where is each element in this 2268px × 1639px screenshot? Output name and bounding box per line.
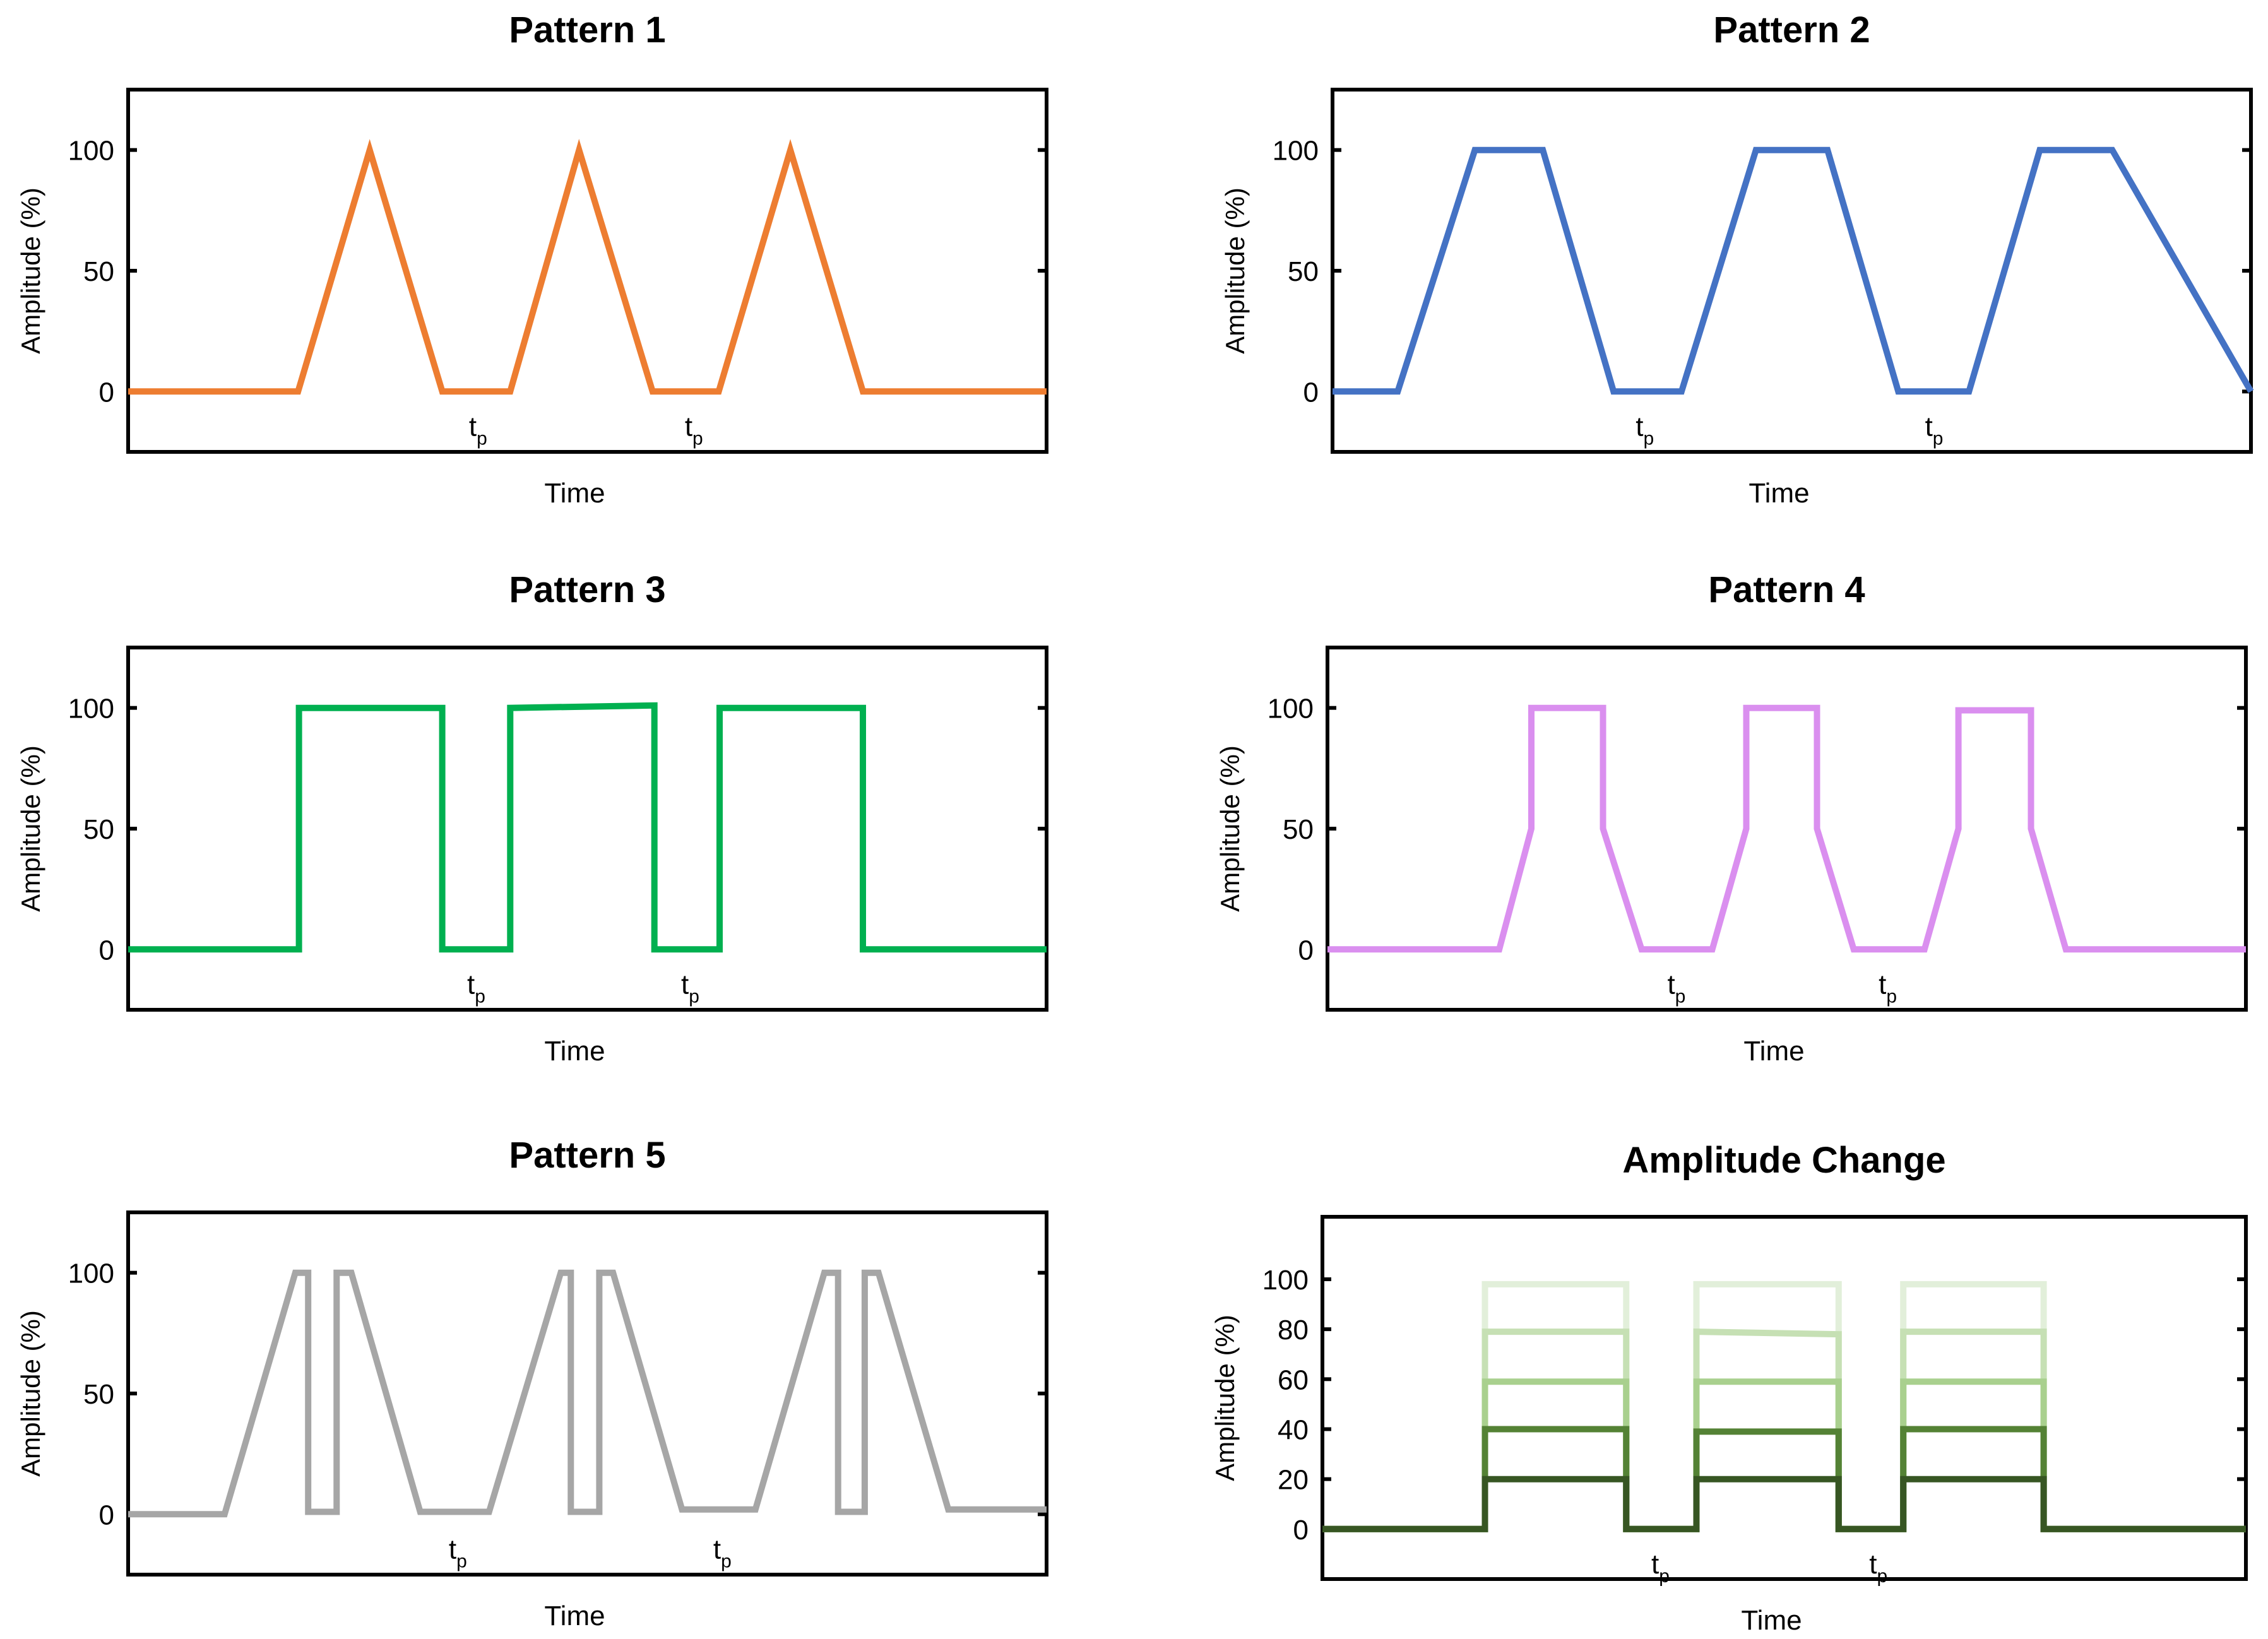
- y-tick-label: 0: [99, 935, 114, 966]
- tp-annotation: tp: [713, 1534, 732, 1571]
- x-axis-label: Time: [1743, 1036, 1804, 1067]
- chart-title: Pattern 1: [509, 9, 665, 50]
- y-axis-label: Amplitude (%): [16, 745, 45, 912]
- plot-frame: [1331, 88, 2253, 454]
- tp-annotation: tp: [1869, 1549, 1887, 1587]
- y-tick-label: 100: [1273, 136, 1319, 167]
- y-tick-label: 50: [1288, 256, 1319, 287]
- y-tick-label: 0: [1303, 377, 1319, 408]
- y-axis-label: Amplitude (%): [16, 187, 45, 354]
- tp-annotation: tp: [1651, 1549, 1670, 1587]
- series-line-3: [1322, 1378, 2246, 1532]
- series-line-1: [128, 1269, 1047, 1518]
- series-line-5: [1322, 1476, 2246, 1532]
- chart-panel-6: Amplitude Change 0 20 40 60 80 100 Time Amplitud…: [1210, 1140, 2248, 1636]
- tp-annotation: tp: [1667, 969, 1685, 1007]
- y-tick-label: 50: [83, 814, 114, 845]
- chart-title: Pattern 3: [509, 569, 665, 610]
- y-tick-label: 50: [83, 256, 114, 287]
- y-axis-label: Amplitude (%): [1220, 187, 1250, 354]
- y-tick-label: 50: [83, 1379, 114, 1410]
- y-tick-label: 100: [1262, 1265, 1309, 1296]
- chart-title: Pattern 5: [509, 1135, 665, 1176]
- x-axis-label: Time: [544, 1601, 605, 1631]
- x-axis-label: Time: [544, 478, 605, 509]
- tp-annotation: tp: [469, 411, 487, 449]
- chart-title: Pattern 2: [1713, 9, 1870, 50]
- series-line-2: [1322, 1328, 2246, 1532]
- series-line-1: [1327, 704, 2246, 953]
- y-tick-label: 0: [1298, 935, 1314, 966]
- y-tick-label: 60: [1278, 1364, 1309, 1395]
- plot-frame: [126, 88, 1048, 454]
- chart-panel-2: Pattern 2 0 50 100 Time Amplitude (%) tp tp: [1220, 9, 2254, 509]
- y-tick-label: 100: [1268, 694, 1314, 725]
- plot-frame: [126, 646, 1048, 1012]
- y-tick-label: 0: [1293, 1515, 1309, 1546]
- series-line-1: [1322, 1281, 2246, 1532]
- y-tick-label: 40: [1278, 1414, 1309, 1445]
- plot-frame: [126, 1210, 1048, 1577]
- x-axis-label: Time: [1741, 1605, 1802, 1636]
- y-tick-label: 0: [99, 377, 114, 408]
- chart-panel-3: Pattern 3 0 50 100 Time Amplitude (%) tp tp: [16, 569, 1048, 1067]
- chart-panel-5: Pattern 5 0 50 100 Time Amplitude (%) tp tp: [16, 1135, 1048, 1631]
- y-tick-label: 100: [68, 136, 114, 167]
- y-axis-label: Amplitude (%): [1210, 1315, 1240, 1481]
- tp-annotation: tp: [467, 969, 485, 1007]
- y-axis-label: Amplitude (%): [1215, 745, 1245, 912]
- y-axis-label: Amplitude (%): [16, 1310, 45, 1477]
- series-line-1: [1333, 146, 2254, 395]
- y-tick-label: 20: [1278, 1465, 1309, 1496]
- plot-frame: [1326, 646, 2248, 1012]
- plot-frame: [1321, 1215, 2248, 1581]
- y-tick-label: 100: [68, 1258, 114, 1289]
- chart-title: Amplitude Change: [1622, 1140, 1945, 1181]
- tp-annotation: tp: [1879, 969, 1897, 1007]
- series-line-4: [1322, 1426, 2246, 1532]
- series-line-1: [128, 139, 1047, 395]
- y-tick-label: 80: [1278, 1315, 1309, 1346]
- tp-annotation: tp: [681, 969, 699, 1007]
- x-axis-label: Time: [1748, 478, 1809, 509]
- tp-annotation: tp: [449, 1534, 467, 1571]
- x-axis-label: Time: [544, 1036, 605, 1067]
- tp-annotation: tp: [1925, 411, 1944, 449]
- y-tick-label: 100: [68, 694, 114, 725]
- tp-annotation: tp: [1636, 411, 1654, 449]
- y-tick-label: 0: [99, 1500, 114, 1530]
- tp-annotation: tp: [685, 411, 703, 449]
- series-line-1: [128, 702, 1047, 953]
- y-tick-label: 50: [1283, 814, 1314, 845]
- chart-panel-4: Pattern 4 0 50 100 Time Amplitude (%) tp tp: [1215, 569, 2248, 1067]
- chart-title: Pattern 4: [1708, 569, 1865, 610]
- chart-panel-1: Pattern 1 0 50 100 Time Amplitude (%) tp tp: [16, 9, 1048, 509]
